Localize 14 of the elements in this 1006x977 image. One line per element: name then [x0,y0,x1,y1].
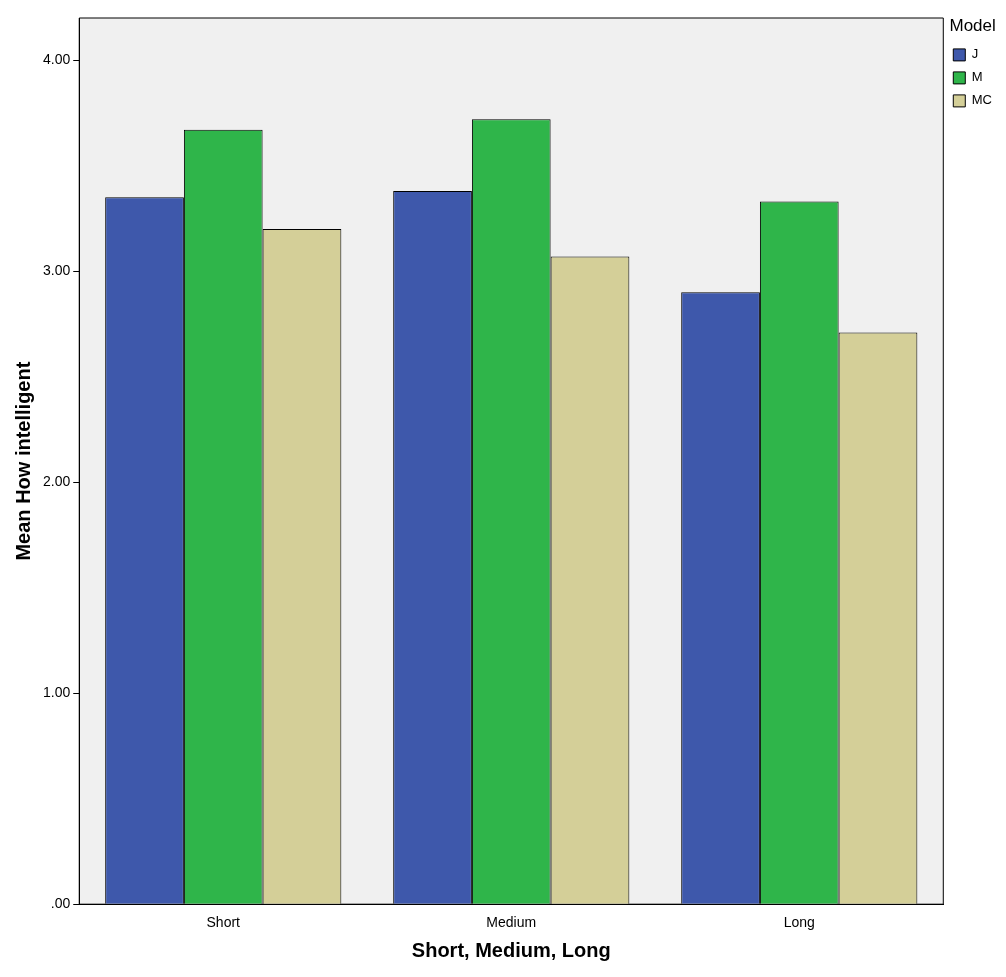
x-tick-label: Medium [486,914,537,931]
x-axis-title: Short, Medium, Long [411,938,611,961]
legend-label: M [971,69,983,85]
y-axis-title: Mean How intelligent [11,361,34,561]
y-tick-label: .00 [50,895,71,912]
y-tick-label: 3.00 [43,262,71,279]
y-tick-label: 2.00 [43,473,71,490]
x-tick-label: Short [206,914,241,931]
y-tick-label: 1.00 [43,684,71,701]
x-tick-label: Long [783,914,815,931]
legend-label: J [971,46,979,62]
y-tick-label: 4.00 [43,51,71,68]
legend-title: Model [949,16,996,36]
legend-label: MC [971,92,992,108]
